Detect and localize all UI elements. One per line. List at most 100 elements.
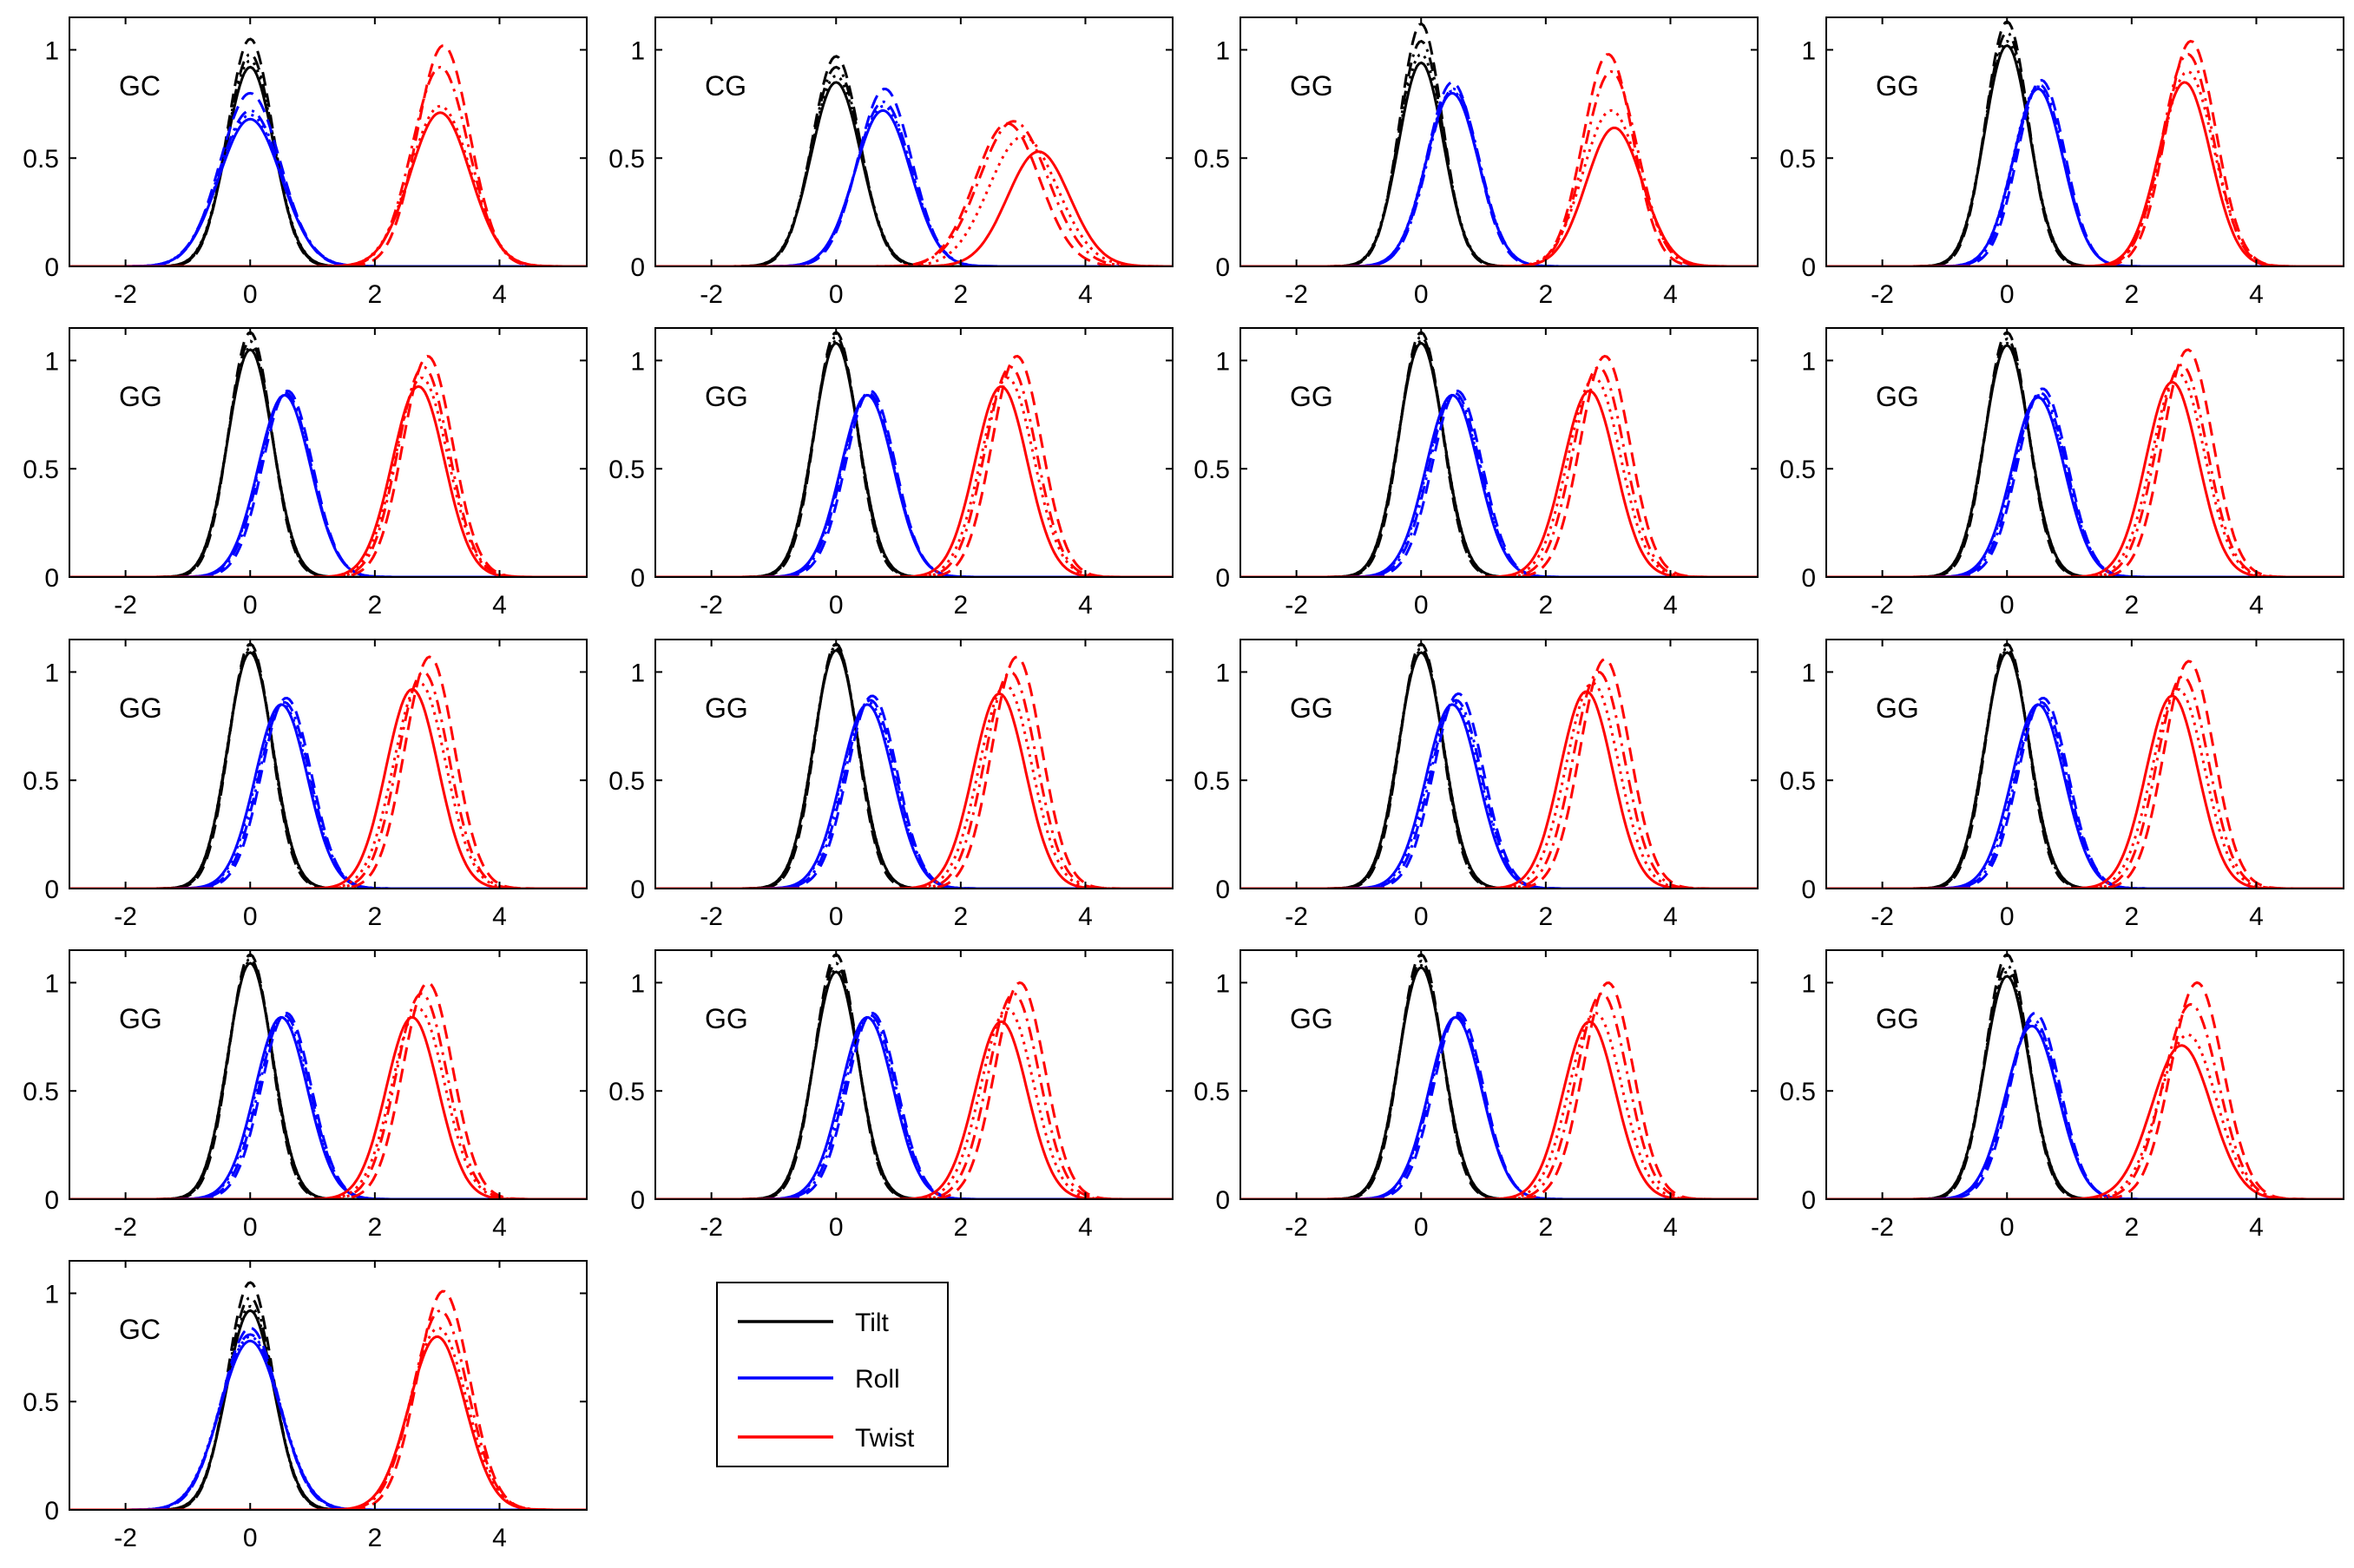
x-tick-label: 0 xyxy=(1414,902,1429,931)
twist-curve-dashed xyxy=(1240,53,1758,266)
x-tick-label: 2 xyxy=(368,1213,383,1242)
y-tick-label: 0.5 xyxy=(1193,145,1230,174)
legend: Tilt Roll Twist xyxy=(716,1282,949,1467)
panel-label: GG xyxy=(705,381,748,412)
x-tick-label: 4 xyxy=(1078,1213,1093,1242)
panel-label: GG xyxy=(1876,70,1919,102)
panel-axes-box xyxy=(1825,327,2344,578)
roll-curve-dashdot xyxy=(1240,391,1758,577)
y-tick-label: 1 xyxy=(44,347,59,376)
panel-label: GG xyxy=(705,1003,748,1034)
roll-curve-solid xyxy=(1240,703,1758,889)
y-tick-label: 1 xyxy=(630,659,645,687)
twist-curve-dashed xyxy=(1826,348,2344,577)
y-tick-label: 1 xyxy=(1215,347,1230,376)
y-tick-label: 0 xyxy=(44,1186,59,1215)
x-tick-label: 2 xyxy=(1539,902,1554,931)
roll-curve-solid xyxy=(655,703,1173,889)
y-tick-label: 0 xyxy=(1801,564,1816,593)
x-tick-label: 2 xyxy=(1539,280,1554,309)
x-tick-label: -2 xyxy=(114,902,137,931)
x-tick-label: -2 xyxy=(1285,591,1308,620)
panel-axes-box xyxy=(654,327,1174,578)
x-tick-label: 4 xyxy=(1663,591,1678,620)
panel-14: -2 0 2 4 0 0.5 1 GG xyxy=(608,949,1174,1242)
y-tick-label: 1 xyxy=(1801,659,1816,687)
twist-curve-dashed xyxy=(1826,981,2344,1199)
panel-15: -2 0 2 4 0 0.5 1 GG xyxy=(1193,949,1759,1242)
x-tick-label: 0 xyxy=(243,591,258,620)
twist-curve-dashed xyxy=(655,981,1173,1199)
y-tick-label: 0 xyxy=(44,1497,59,1525)
y-tick-label: 0 xyxy=(1215,253,1230,282)
y-tick-label: 0.5 xyxy=(1779,767,1816,796)
legend-label-tilt: Tilt xyxy=(855,1309,890,1337)
panel-1: -2 0 2 4 0 0.5 1 GC xyxy=(23,16,588,309)
x-tick-label: 0 xyxy=(2000,591,2015,620)
x-tick-label: -2 xyxy=(1285,1213,1308,1242)
y-tick-label: 0 xyxy=(630,876,645,904)
x-tick-label: 4 xyxy=(492,280,507,309)
panel-label: GG xyxy=(1876,1003,1919,1034)
panel-4: -2 0 2 4 0 0.5 1 GG xyxy=(1779,16,2344,309)
y-tick-label: 0.5 xyxy=(1779,456,1816,484)
y-tick-label: 1 xyxy=(44,1280,59,1309)
x-tick-label: 4 xyxy=(1663,280,1678,309)
y-tick-label: 1 xyxy=(630,969,645,998)
x-tick-label: -2 xyxy=(114,1524,137,1552)
x-tick-label: 4 xyxy=(2249,591,2264,620)
roll-curve-solid xyxy=(1240,393,1758,577)
panel-axes-box xyxy=(1825,949,2344,1200)
roll-curve-solid xyxy=(655,1015,1173,1199)
y-tick-label: 1 xyxy=(1801,969,1816,998)
roll-curve-dashdot xyxy=(69,700,587,889)
x-tick-label: 4 xyxy=(2249,902,2264,931)
x-tick-label: 4 xyxy=(492,1213,507,1242)
y-tick-label: 0.5 xyxy=(608,767,645,796)
twist-curve-dashed xyxy=(1240,657,1758,889)
y-tick-label: 0.5 xyxy=(23,767,59,796)
y-tick-label: 0.5 xyxy=(1779,1078,1816,1106)
panel-label: GG xyxy=(119,1003,162,1034)
panel-axes-box xyxy=(69,1260,588,1511)
roll-curve-dashdot xyxy=(1826,1018,2344,1199)
panel-axes-box xyxy=(69,949,588,1200)
panel-17: -2 0 2 4 0 0.5 1 GC xyxy=(23,1260,588,1552)
y-tick-label: 0.5 xyxy=(1779,145,1816,174)
y-tick-label: 0 xyxy=(1801,253,1816,282)
x-tick-label: -2 xyxy=(1871,591,1894,620)
y-tick-label: 0 xyxy=(44,564,59,593)
x-tick-label: 0 xyxy=(829,1213,844,1242)
x-tick-label: 0 xyxy=(243,902,258,931)
x-tick-label: 2 xyxy=(368,591,383,620)
x-tick-label: 4 xyxy=(1078,591,1093,620)
panel-label: GG xyxy=(705,692,748,724)
y-tick-label: 0 xyxy=(630,564,645,593)
y-tick-label: 0 xyxy=(630,253,645,282)
y-tick-label: 1 xyxy=(44,969,59,998)
y-tick-label: 1 xyxy=(1801,347,1816,376)
panel-9: -2 0 2 4 0 0.5 1 GG xyxy=(23,639,588,931)
x-tick-label: 0 xyxy=(1414,280,1429,309)
y-tick-label: 1 xyxy=(44,36,59,65)
y-tick-label: 0.5 xyxy=(23,1078,59,1106)
y-tick-label: 0.5 xyxy=(23,145,59,174)
roll-curve-solid xyxy=(1240,91,1758,266)
x-tick-label: 4 xyxy=(492,902,507,931)
y-tick-label: 0.5 xyxy=(1193,767,1230,796)
panel-label: GG xyxy=(1876,692,1919,724)
panel-label: GG xyxy=(1290,692,1333,724)
x-tick-label: 4 xyxy=(2249,1213,2264,1242)
roll-curve-dashed xyxy=(1240,692,1758,889)
y-tick-label: 0.5 xyxy=(1193,456,1230,484)
panel-6: -2 0 2 4 0 0.5 1 GG xyxy=(608,327,1174,620)
x-tick-label: 0 xyxy=(2000,902,2015,931)
x-tick-label: -2 xyxy=(114,280,137,309)
x-tick-label: 0 xyxy=(2000,280,2015,309)
panel-3: -2 0 2 4 0 0.5 1 GG xyxy=(1193,16,1759,309)
panel-label: GG xyxy=(119,692,162,724)
x-tick-label: 0 xyxy=(829,902,844,931)
panel-axes-box xyxy=(654,639,1174,889)
x-tick-label: -2 xyxy=(1871,902,1894,931)
